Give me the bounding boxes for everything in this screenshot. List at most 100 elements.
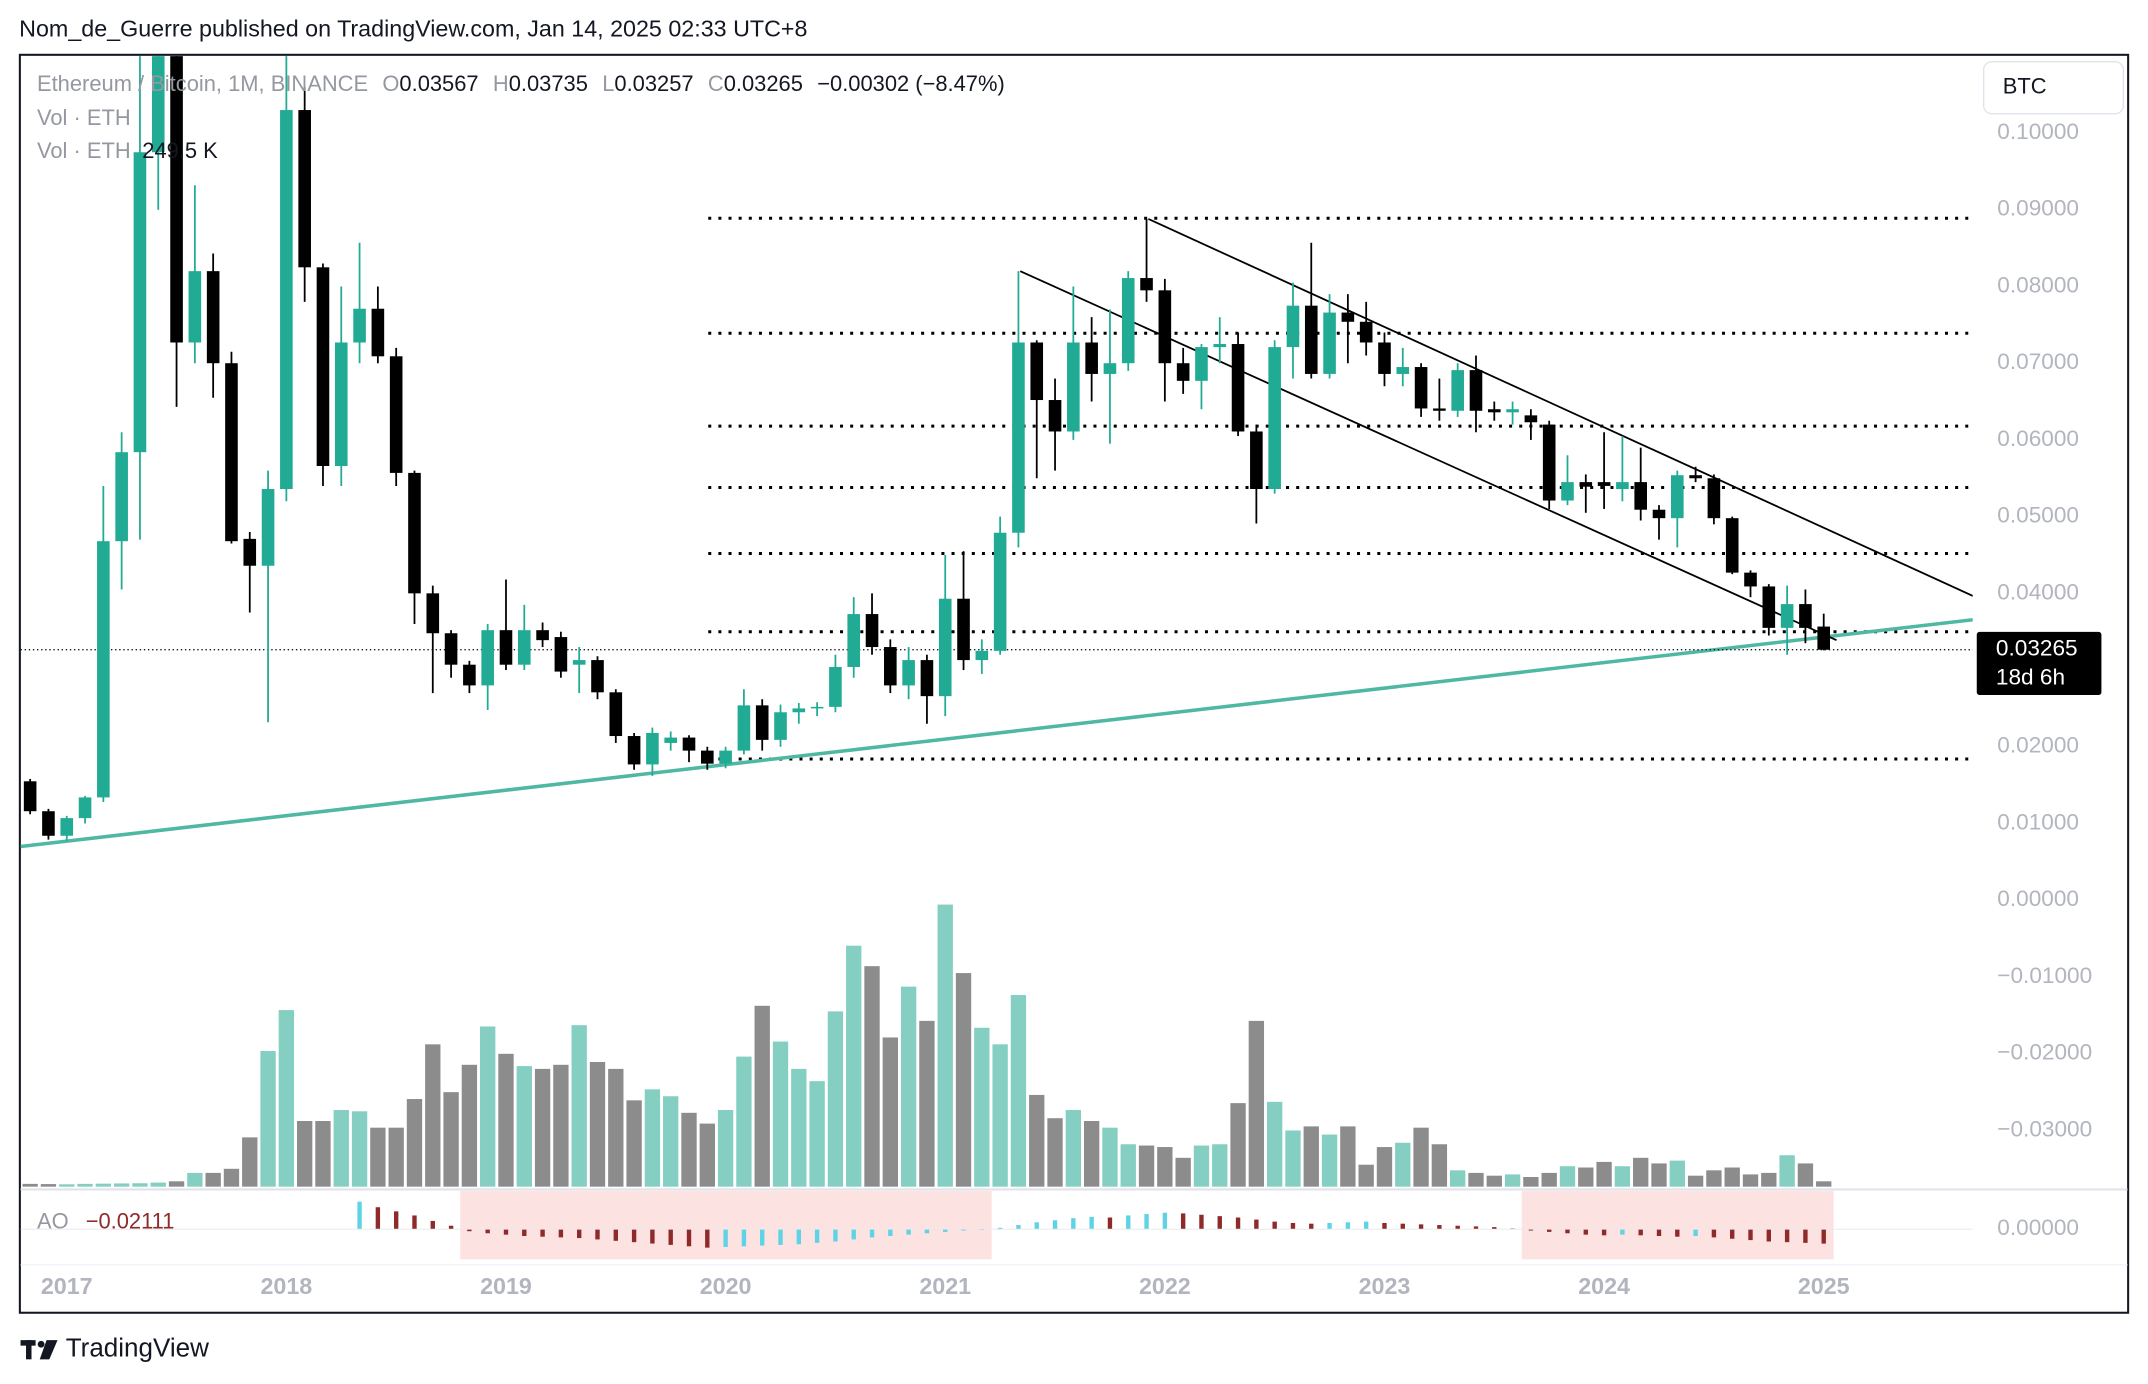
y-tick-label: 0.08000 <box>1997 272 2079 297</box>
ao-bar <box>1016 1225 1021 1230</box>
ao-negative-zone <box>1631 1190 1651 1260</box>
candle-body <box>23 781 37 812</box>
ao-bar <box>1656 1229 1662 1237</box>
candle-body <box>1725 518 1739 573</box>
volume-bar <box>1065 1110 1082 1187</box>
candle-body <box>884 647 897 686</box>
price-tag-countdown: 18d 6h <box>1996 664 2065 689</box>
ao-bar <box>997 1227 1003 1230</box>
ao-bar <box>1217 1216 1222 1230</box>
ao-bar <box>1400 1223 1405 1230</box>
volume-bar <box>1266 1101 1283 1187</box>
ao-bar <box>448 1225 454 1230</box>
x-tick-label: 2019 <box>480 1273 532 1299</box>
ao-negative-zone <box>551 1190 571 1260</box>
volume-layer <box>22 904 1832 1187</box>
ao-bar <box>1309 1223 1314 1230</box>
volume-bar <box>296 1121 313 1187</box>
ao-negative-zone <box>460 1190 480 1260</box>
volume-bar <box>1816 1181 1832 1187</box>
currency-label[interactable]: BTC <box>2003 73 2047 98</box>
candle-body <box>1121 278 1135 364</box>
volume-bar <box>791 1068 807 1187</box>
volume-bar <box>1706 1170 1722 1187</box>
volume-bar <box>571 1025 587 1187</box>
candle-body <box>957 598 970 661</box>
candle-body <box>1671 475 1684 519</box>
candle-body <box>1378 342 1391 374</box>
x-tick-label: 2022 <box>1139 1273 1191 1299</box>
y-tick-label: 0.07000 <box>1997 349 2079 374</box>
trend-line <box>1019 270 1837 641</box>
volume-bar <box>187 1172 203 1187</box>
candle-body <box>42 811 55 836</box>
ao-bar <box>686 1229 692 1247</box>
volume-bar <box>406 1099 423 1187</box>
ao-bar <box>979 1229 985 1230</box>
candle-body <box>78 797 92 819</box>
ao-negative-zone <box>1558 1190 1578 1260</box>
candle-body <box>920 660 934 697</box>
candle-body <box>1780 604 1794 628</box>
y-tick-label: 0.01000 <box>1997 809 2079 834</box>
candle-body <box>993 532 1007 651</box>
ao-bar <box>430 1220 435 1230</box>
currency-button[interactable] <box>1982 60 2125 115</box>
y-tick-label: 0.04000 <box>1997 579 2079 604</box>
volume-bar <box>900 986 917 1187</box>
candle-body <box>115 452 128 542</box>
candle-body <box>774 712 787 740</box>
change-value: −0.00302 (−8.47%) <box>817 71 1005 96</box>
candle-body <box>316 267 330 467</box>
ao-negative-zone <box>1540 1190 1560 1260</box>
x-tick-label: 2018 <box>260 1273 312 1299</box>
volume-bar <box>1523 1176 1539 1187</box>
candle-body <box>188 271 202 343</box>
ao-bar <box>924 1229 930 1234</box>
ao-bar <box>1784 1229 1790 1243</box>
ao-bar <box>558 1229 564 1238</box>
ao-bar <box>1363 1221 1369 1230</box>
candle-body <box>682 737 696 751</box>
volume-bar <box>1340 1126 1356 1187</box>
ao-negative-zone <box>716 1190 736 1260</box>
ao-bar <box>650 1229 655 1244</box>
ao-negative-zone <box>698 1190 718 1260</box>
ao-negative-zone <box>1649 1190 1669 1260</box>
main-legend: Ethereum / Bitcoin, 1M, BINANCE O0.03567… <box>37 71 1005 96</box>
volume-bar <box>1742 1174 1759 1187</box>
volume-bar <box>77 1183 93 1187</box>
volume-bar <box>864 966 880 1187</box>
candle-body <box>371 308 385 357</box>
volume-bar <box>113 1183 130 1187</box>
volume-legend: Vol · ETH <box>37 105 131 130</box>
trend-line <box>20 617 1973 849</box>
volume-bar <box>168 1181 185 1187</box>
candle-body <box>243 538 257 566</box>
candle-body <box>1231 344 1245 432</box>
candle-body <box>755 705 769 740</box>
y-tick-label: 0.02000 <box>1997 733 2079 758</box>
ao-bar <box>1473 1226 1479 1230</box>
chart-frame <box>18 53 2130 1314</box>
volume-bar <box>1303 1126 1319 1187</box>
low-value: 0.03257 <box>614 71 693 96</box>
ao-bar <box>1180 1213 1186 1230</box>
candle-body <box>1616 482 1629 490</box>
volume-bar <box>1431 1144 1448 1187</box>
ao-negative-zone <box>771 1190 791 1260</box>
ao-bar <box>1290 1222 1296 1230</box>
ao-bar <box>869 1229 875 1238</box>
candle-body <box>1817 626 1831 650</box>
ao-bar <box>1638 1229 1643 1236</box>
volume-bar <box>589 1061 606 1187</box>
ao-negative-zone <box>844 1190 864 1260</box>
ao-bar <box>467 1229 472 1232</box>
ao-negative-zone <box>1777 1190 1797 1260</box>
candle-body <box>1012 342 1025 533</box>
candle-body <box>627 736 641 765</box>
x-tick-label: 2020 <box>700 1273 752 1299</box>
ao-bar <box>595 1229 600 1240</box>
ao-negative-zone <box>588 1190 608 1260</box>
